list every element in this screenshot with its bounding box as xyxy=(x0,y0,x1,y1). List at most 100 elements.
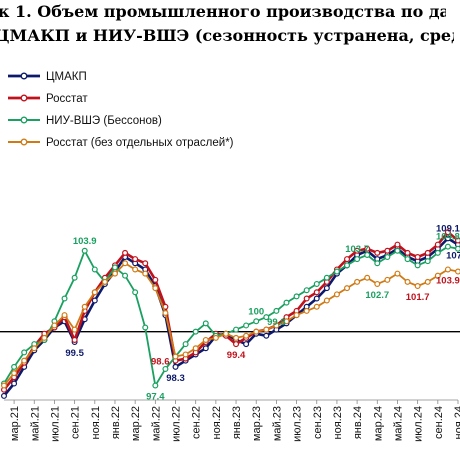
data-point xyxy=(394,247,401,254)
data-point xyxy=(434,272,441,279)
data-point xyxy=(374,280,381,287)
data-point xyxy=(444,243,451,250)
data-point xyxy=(172,363,179,370)
data-point xyxy=(434,241,441,248)
data-point xyxy=(404,278,411,285)
data-point xyxy=(303,307,310,314)
data-point xyxy=(202,336,209,343)
x-tick-label: сен.22 xyxy=(191,406,203,439)
data-point xyxy=(122,272,129,279)
x-tick-label: май.22 xyxy=(150,406,162,441)
x-tick-label: май.24 xyxy=(392,406,404,441)
data-point xyxy=(293,293,300,300)
data-point xyxy=(253,328,260,335)
series-3 xyxy=(0,260,460,389)
data-label: 99.4 xyxy=(227,350,246,361)
legend: ЦМАКП Росстат НИУ-ВШЭ (Бессонов) Росстат (б… xyxy=(8,71,234,149)
x-tick-label: сен.23 xyxy=(312,406,324,439)
data-point xyxy=(71,336,78,343)
data-point xyxy=(192,345,199,352)
data-point xyxy=(263,326,270,333)
x-tick-label: ноя.23 xyxy=(332,406,344,439)
data-point xyxy=(111,264,118,271)
data-point xyxy=(374,249,381,256)
data-point xyxy=(253,318,260,325)
data-label: 98.6 xyxy=(151,357,170,368)
data-point xyxy=(404,256,411,263)
x-tick-label: мар.24 xyxy=(372,406,384,441)
data-point xyxy=(354,256,361,263)
data-point xyxy=(81,247,88,254)
data-label: 107.3 xyxy=(446,251,460,262)
data-point xyxy=(91,297,98,304)
data-point xyxy=(434,249,441,256)
data-point xyxy=(132,289,139,296)
data-point xyxy=(142,270,149,277)
data-point xyxy=(172,353,179,360)
data-point xyxy=(11,380,18,387)
data-point xyxy=(81,303,88,310)
x-tick-label: янв.23 xyxy=(231,406,243,439)
data-point xyxy=(222,330,229,337)
series-line xyxy=(2,230,459,391)
x-tick-label: ноя.24 xyxy=(453,406,460,439)
data-label: 97.4 xyxy=(146,392,165,403)
data-point xyxy=(152,382,159,389)
x-tick-label: мар.23 xyxy=(251,406,263,441)
legend-label: НИУ-ВШЭ (Бессонов) xyxy=(46,115,162,127)
data-point xyxy=(11,363,18,370)
data-point xyxy=(344,262,351,269)
data-point xyxy=(233,334,240,341)
data-point xyxy=(21,357,28,364)
data-point xyxy=(364,245,371,252)
legend-swatch-marker xyxy=(20,116,28,124)
data-point xyxy=(233,326,240,333)
data-point xyxy=(263,332,270,339)
data-point xyxy=(313,289,320,296)
data-point xyxy=(21,349,28,356)
x-tick-label: июл.21 xyxy=(49,406,61,442)
data-point xyxy=(303,295,310,302)
data-point xyxy=(91,266,98,273)
data-point xyxy=(182,351,189,358)
data-point xyxy=(323,274,330,281)
data-point xyxy=(273,307,280,314)
data-point xyxy=(152,285,159,292)
data-point xyxy=(333,268,340,275)
data-point xyxy=(414,262,421,269)
series-2 xyxy=(0,243,460,389)
x-tick-label: июл.23 xyxy=(292,406,304,442)
data-point xyxy=(384,276,391,283)
data-point xyxy=(344,285,351,292)
data-point xyxy=(455,245,460,252)
x-tick-label: май.23 xyxy=(271,406,283,441)
data-point xyxy=(424,249,431,256)
data-point xyxy=(243,341,250,348)
data-point xyxy=(313,303,320,310)
data-point xyxy=(273,322,280,329)
data-point xyxy=(384,247,391,254)
legend-item: Росстат xyxy=(8,93,88,105)
data-label: 100 xyxy=(248,306,264,317)
x-tick-label: янв.24 xyxy=(352,406,364,439)
data-point xyxy=(424,258,431,265)
data-point xyxy=(364,251,371,258)
data-point xyxy=(11,370,18,377)
data-point xyxy=(91,289,98,296)
data-point xyxy=(354,247,361,254)
data-point xyxy=(122,260,129,267)
data-point xyxy=(414,283,421,290)
data-point xyxy=(51,322,58,329)
x-tick-label: янв.22 xyxy=(110,406,122,439)
data-point xyxy=(374,260,381,267)
data-point xyxy=(354,278,361,285)
data-point xyxy=(233,341,240,348)
data-point xyxy=(61,312,68,319)
data-point xyxy=(424,278,431,285)
legend-swatch-marker xyxy=(20,138,28,146)
data-point xyxy=(142,260,149,267)
series-line xyxy=(3,245,459,387)
data-point xyxy=(323,297,330,304)
data-point xyxy=(152,276,159,283)
